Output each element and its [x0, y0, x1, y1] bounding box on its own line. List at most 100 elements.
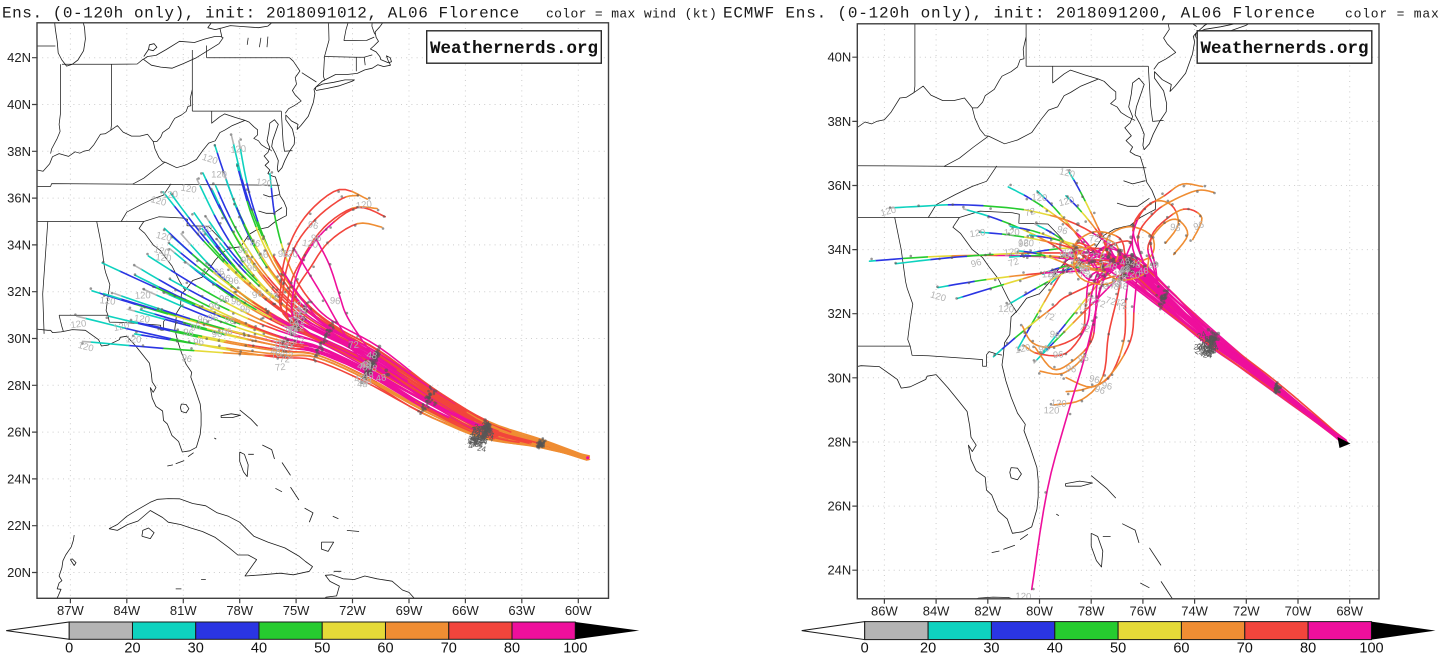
svg-text:72: 72	[269, 348, 282, 362]
svg-text:48: 48	[1119, 256, 1132, 269]
svg-text:120: 120	[1042, 269, 1058, 281]
svg-text:80: 80	[504, 641, 520, 657]
svg-text:20: 20	[920, 641, 936, 657]
svg-text:Ens. (0-120h only), init: 2018: Ens. (0-120h only), init: 2018091012, AL…	[2, 5, 520, 23]
svg-text:96: 96	[1065, 364, 1076, 376]
svg-text:48: 48	[1138, 266, 1149, 278]
svg-text:96: 96	[219, 294, 230, 306]
svg-text:34N: 34N	[7, 237, 31, 252]
svg-text:120: 120	[879, 205, 897, 220]
svg-text:70W: 70W	[1285, 603, 1312, 618]
svg-text:72: 72	[1093, 297, 1106, 311]
svg-text:24: 24	[466, 439, 477, 450]
svg-text:120: 120	[1043, 405, 1059, 417]
svg-text:28N: 28N	[7, 378, 31, 393]
svg-text:120: 120	[282, 248, 299, 260]
svg-text:96: 96	[1056, 224, 1069, 238]
svg-text:96: 96	[1093, 383, 1106, 397]
svg-text:24: 24	[478, 423, 489, 434]
svg-text:72: 72	[284, 340, 295, 352]
svg-text:32N: 32N	[827, 306, 851, 321]
svg-text:63W: 63W	[508, 603, 535, 618]
svg-text:72: 72	[1094, 251, 1106, 263]
svg-text:48: 48	[360, 359, 372, 371]
svg-text:72: 72	[1089, 234, 1100, 245]
svg-text:72: 72	[279, 354, 290, 366]
svg-text:120: 120	[1050, 398, 1067, 410]
svg-text:72: 72	[1077, 302, 1088, 314]
svg-text:120: 120	[1018, 237, 1035, 249]
svg-text:96: 96	[208, 300, 221, 313]
svg-text:48: 48	[366, 350, 378, 363]
svg-text:24: 24	[477, 437, 487, 446]
svg-text:96: 96	[1063, 249, 1076, 262]
svg-text:72: 72	[287, 323, 300, 336]
svg-text:72: 72	[287, 327, 298, 339]
svg-text:24: 24	[478, 435, 490, 446]
svg-text:72: 72	[1084, 294, 1097, 308]
svg-text:24: 24	[474, 437, 483, 446]
svg-text:72: 72	[289, 321, 301, 333]
svg-text:42N: 42N	[7, 50, 31, 65]
svg-text:72: 72	[293, 322, 305, 334]
svg-text:24: 24	[1203, 344, 1214, 354]
svg-text:120: 120	[155, 252, 172, 264]
svg-text:80W: 80W	[1026, 603, 1053, 618]
svg-text:24: 24	[1193, 342, 1204, 353]
svg-text:72: 72	[1084, 251, 1095, 262]
svg-text:24: 24	[474, 426, 484, 435]
svg-text:48: 48	[353, 373, 365, 386]
svg-text:72W: 72W	[1233, 603, 1260, 618]
svg-text:75W: 75W	[283, 603, 310, 618]
svg-text:24N: 24N	[7, 471, 31, 486]
svg-text:72: 72	[1104, 295, 1117, 308]
svg-text:24: 24	[472, 439, 483, 450]
svg-text:24N: 24N	[827, 563, 851, 578]
svg-text:100: 100	[1359, 641, 1383, 657]
svg-text:72: 72	[274, 362, 286, 374]
svg-text:30: 30	[983, 641, 999, 657]
svg-text:22N: 22N	[7, 518, 31, 533]
svg-text:96: 96	[278, 249, 289, 260]
svg-text:40: 40	[1047, 641, 1063, 657]
svg-text:120: 120	[99, 295, 116, 308]
svg-text:120: 120	[1058, 195, 1076, 210]
svg-text:24: 24	[1206, 344, 1218, 355]
svg-text:120: 120	[1124, 268, 1141, 281]
svg-text:color = max: color = max	[1345, 6, 1440, 21]
svg-text:120: 120	[113, 320, 131, 334]
svg-text:72W: 72W	[339, 603, 366, 618]
svg-text:96: 96	[1192, 219, 1205, 233]
svg-text:96: 96	[189, 321, 202, 334]
svg-text:20: 20	[124, 641, 140, 657]
svg-text:72: 72	[1073, 246, 1086, 259]
svg-text:120: 120	[1058, 166, 1076, 180]
svg-text:96: 96	[307, 219, 320, 232]
svg-text:96: 96	[1080, 263, 1091, 274]
svg-text:24: 24	[1204, 333, 1216, 344]
svg-text:96: 96	[1169, 222, 1181, 235]
svg-text:96: 96	[211, 329, 222, 341]
svg-text:24: 24	[1204, 346, 1216, 358]
svg-text:72: 72	[272, 338, 285, 351]
svg-text:87W: 87W	[57, 603, 84, 618]
svg-text:24: 24	[1196, 329, 1208, 341]
svg-text:48: 48	[356, 361, 368, 374]
svg-text:Weathernerds.org: Weathernerds.org	[430, 39, 598, 59]
svg-text:24: 24	[481, 429, 493, 441]
svg-text:48: 48	[1119, 263, 1131, 276]
svg-text:120: 120	[135, 290, 151, 302]
svg-text:120: 120	[301, 238, 318, 251]
svg-text:48: 48	[1110, 277, 1123, 290]
svg-text:84W: 84W	[923, 603, 950, 618]
svg-text:72: 72	[348, 340, 359, 352]
svg-text:120: 120	[133, 313, 150, 326]
svg-text:120: 120	[77, 340, 95, 355]
svg-text:color = max wind (kt): color = max wind (kt)	[546, 6, 717, 21]
svg-text:72: 72	[281, 342, 293, 355]
svg-text:72: 72	[288, 316, 299, 327]
svg-text:72: 72	[286, 326, 297, 337]
svg-text:120: 120	[1003, 246, 1020, 259]
svg-text:38N: 38N	[7, 144, 31, 159]
svg-text:96: 96	[183, 327, 195, 339]
